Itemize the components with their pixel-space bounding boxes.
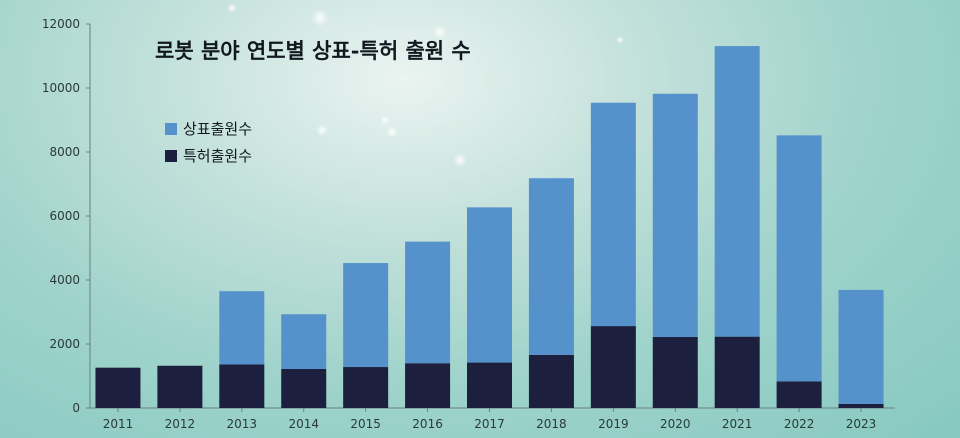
bar-특허출원수-2016 xyxy=(405,363,451,408)
bar-상표출원수-2013 xyxy=(219,291,265,365)
bar-특허출원수-2019 xyxy=(590,326,636,408)
bar-특허출원수-2011 xyxy=(95,367,141,408)
x-tick-label: 2021 xyxy=(722,417,753,431)
legend-label: 상표출원수 xyxy=(183,120,252,138)
axes: 0 2000 4000 6000 8000 10000 12000 2011 2012 2013 2… xyxy=(42,17,895,431)
glow-dot xyxy=(433,25,447,39)
bar-상표출원수-2015 xyxy=(343,263,389,368)
bar-특허출원수-2013 xyxy=(219,364,265,408)
glow-dot xyxy=(386,126,398,138)
bar-상표출원수-2016 xyxy=(405,241,451,364)
y-tick-label: 4000 xyxy=(49,273,80,287)
y-tick-label: 2000 xyxy=(49,337,80,351)
x-tick-label: 2016 xyxy=(412,417,443,431)
bars xyxy=(95,46,884,408)
legend-label: 특허출원수 xyxy=(183,147,252,165)
bar-상표출원수-2019 xyxy=(590,102,636,327)
bar-특허출원수-2014 xyxy=(281,368,327,408)
bar-특허출원수-2023 xyxy=(838,403,884,408)
bar-특허출원수-2022 xyxy=(776,381,822,408)
x-tick-label: 2013 xyxy=(227,417,258,431)
legend-swatch xyxy=(165,123,177,135)
bar-특허출원수-2017 xyxy=(467,362,512,408)
y-tick-label: 10000 xyxy=(42,81,80,95)
x-tick-label: 2018 xyxy=(536,417,567,431)
y-tick-label: 12000 xyxy=(42,17,80,31)
glow-dot xyxy=(380,115,390,125)
y-tick-label: 0 xyxy=(72,401,80,415)
x-tick-label: 2023 xyxy=(846,417,877,431)
bar-상표출원수-2023 xyxy=(838,289,884,404)
chart-title: 로봇 분야 연도별 상표-특허 출원 수 xyxy=(155,38,471,63)
bar-상표출원수-2014 xyxy=(281,314,327,369)
bar-상표출원수-2021 xyxy=(714,46,760,337)
bar-상표출원수-2022 xyxy=(776,135,822,382)
bar-특허출원수-2015 xyxy=(343,367,389,408)
x-tick-label: 2022 xyxy=(784,417,815,431)
x-tick-label: 2015 xyxy=(350,417,381,431)
bar-특허출원수-2021 xyxy=(714,336,760,408)
y-tick-label: 6000 xyxy=(49,209,80,223)
x-tick-label: 2012 xyxy=(165,417,196,431)
bar-특허출원수-2020 xyxy=(652,336,698,408)
bar-특허출원수-2012 xyxy=(157,365,203,408)
glow-dot xyxy=(316,124,328,136)
x-tick-label: 2014 xyxy=(288,417,319,431)
y-tick-label: 8000 xyxy=(49,145,80,159)
glow-dot xyxy=(616,36,624,44)
background-decoration xyxy=(227,3,624,167)
x-tick-label: 2019 xyxy=(598,417,629,431)
legend-swatch xyxy=(165,150,177,162)
bar-상표출원수-2020 xyxy=(652,93,698,337)
bar-상표출원수-2017 xyxy=(467,207,512,363)
glow-dot xyxy=(311,9,329,27)
bar-특허출원수-2018 xyxy=(528,354,574,408)
bar-상표출원수-2018 xyxy=(528,178,574,355)
glow-dot xyxy=(227,3,237,13)
x-tick-label: 2011 xyxy=(103,417,134,431)
glow-dot xyxy=(453,153,467,167)
x-tick-label: 2020 xyxy=(660,417,691,431)
x-tick-label: 2017 xyxy=(474,417,505,431)
